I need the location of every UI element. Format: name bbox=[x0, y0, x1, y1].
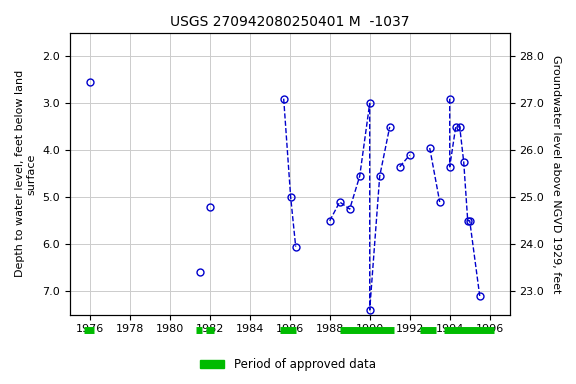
Legend: Period of approved data: Period of approved data bbox=[196, 354, 380, 376]
Y-axis label: Depth to water level, feet below land
surface: Depth to water level, feet below land su… bbox=[15, 70, 37, 278]
Y-axis label: Groundwater level above NGVD 1929, feet: Groundwater level above NGVD 1929, feet bbox=[551, 55, 561, 293]
Title: USGS 270942080250401 M  -1037: USGS 270942080250401 M -1037 bbox=[170, 15, 410, 29]
